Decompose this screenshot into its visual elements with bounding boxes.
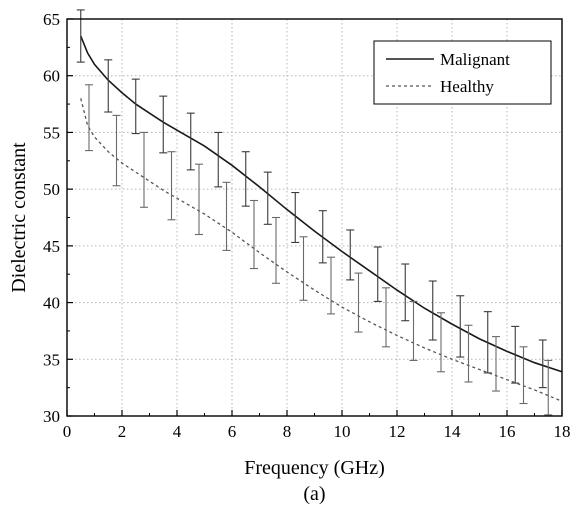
y-tick-label: 60	[43, 67, 60, 86]
series-line-healthy	[80, 98, 563, 402]
error-bar-healthy	[299, 236, 308, 301]
x-axis-label: Frequency (GHz)	[244, 457, 385, 479]
axis-ticks	[66, 18, 563, 417]
error-bar-healthy	[167, 151, 176, 221]
error-bar-healthy	[544, 359, 553, 416]
error-bar-healthy	[112, 114, 121, 187]
legend-label-healthy: Healthy	[440, 77, 494, 96]
x-tick-label: 2	[118, 422, 127, 441]
x-tick-label: 6	[228, 422, 237, 441]
error-bar-malignant	[291, 191, 300, 244]
error-bar-healthy	[382, 287, 390, 348]
y-tick-label: 50	[43, 180, 60, 199]
error-bar-healthy	[354, 272, 363, 333]
error-bar-malignant	[318, 210, 327, 264]
error-bar-healthy	[250, 199, 258, 270]
error-bar-malignant	[263, 171, 272, 225]
y-tick-label: 40	[43, 294, 60, 313]
error-bar-healthy	[140, 131, 148, 208]
error-bar-healthy	[519, 346, 528, 405]
error-bar-malignant	[456, 295, 465, 358]
x-tick-label: 10	[334, 422, 351, 441]
legend-box	[373, 40, 552, 105]
y-tick-label: 45	[43, 237, 60, 256]
error-bar-healthy	[464, 324, 473, 383]
error-bar-malignant	[241, 151, 250, 207]
error-bar-malignant	[131, 78, 140, 135]
x-tick-label: 18	[554, 422, 571, 441]
error-bar-malignant	[428, 280, 437, 341]
error-bar-healthy	[327, 256, 335, 315]
error-bar-malignant	[186, 112, 195, 171]
x-tick-label: 0	[63, 422, 72, 441]
series-layer	[76, 9, 563, 416]
error-bar-malignant	[373, 246, 382, 302]
x-tick-label: 16	[499, 422, 516, 441]
error-bar-healthy	[492, 336, 500, 392]
error-bar-healthy	[272, 216, 280, 284]
error-bar-malignant	[159, 95, 168, 154]
figure-caption: (a)	[303, 483, 325, 505]
y-tick-label: 30	[43, 407, 60, 426]
error-bar-healthy	[195, 163, 203, 236]
error-bar-malignant	[104, 59, 113, 113]
series-malignant	[76, 9, 563, 389]
error-bar-malignant	[76, 9, 85, 63]
error-bar-healthy	[85, 84, 93, 152]
x-tick-label: 12	[389, 422, 406, 441]
error-bar-healthy	[437, 312, 445, 373]
error-bar-malignant	[214, 131, 223, 188]
x-tick-label: 14	[444, 422, 462, 441]
y-tick-label: 35	[43, 350, 60, 369]
x-tick-label: 8	[283, 422, 292, 441]
y-tick-label: 55	[43, 123, 60, 142]
error-bar-healthy	[222, 181, 231, 251]
legend-label-malignant: Malignant	[440, 50, 510, 69]
tick-labels: 0 2 4 6 8 10 12 14 16 18 30 35 40 45 50 55 60 65	[43, 10, 571, 441]
y-axis-label: Dielectric constant	[8, 142, 30, 293]
error-bar-malignant	[401, 263, 410, 322]
legend: Malignant Healthy	[373, 40, 552, 105]
y-tick-label: 65	[43, 10, 60, 29]
x-tick-label: 4	[173, 422, 182, 441]
series-line-malignant	[80, 35, 563, 373]
error-bar-malignant	[483, 311, 492, 374]
error-bar-healthy	[409, 300, 418, 361]
error-bar-malignant	[511, 325, 520, 384]
error-bar-malignant	[538, 339, 547, 389]
series-healthy	[80, 84, 563, 416]
error-bar-malignant	[346, 229, 355, 281]
